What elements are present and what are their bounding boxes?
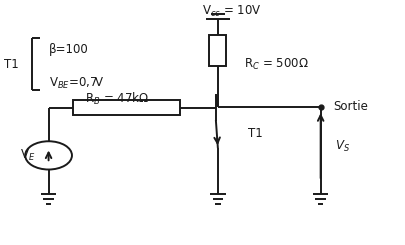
Bar (209, 35, 226, 66)
Text: T1: T1 (247, 127, 262, 140)
Text: V$_S$: V$_S$ (334, 139, 349, 154)
Bar (72, 100, 179, 115)
Text: R$_C$ = 500Ω: R$_C$ = 500Ω (243, 57, 308, 72)
Text: V$_{cc}$ = 10V: V$_{cc}$ = 10V (201, 4, 261, 19)
Text: T1: T1 (4, 58, 19, 71)
Text: Sortie: Sortie (332, 100, 367, 113)
Text: β=100: β=100 (49, 43, 88, 56)
Text: V$_{BE}$=0,7V: V$_{BE}$=0,7V (49, 76, 104, 91)
Text: V$_E$: V$_E$ (20, 148, 35, 163)
Text: R$_B$ = 47kΩ: R$_B$ = 47kΩ (85, 91, 149, 107)
